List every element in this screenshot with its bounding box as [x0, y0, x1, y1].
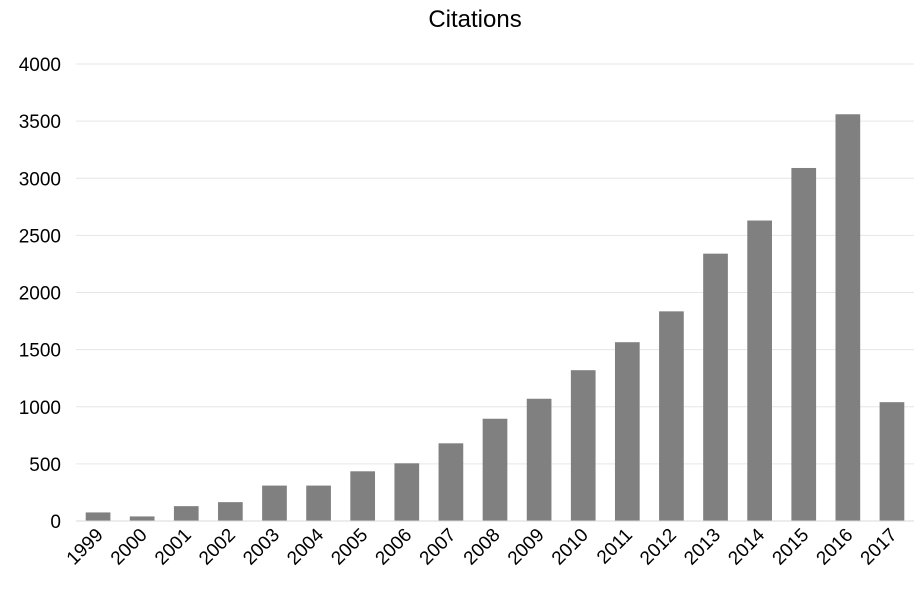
- bar: [614, 342, 640, 521]
- x-tick-label: 2015: [769, 525, 814, 570]
- y-tick-label: 2500: [19, 226, 61, 247]
- x-tick-label: 2007: [416, 525, 461, 570]
- x-axis-tick-labels: 1999 2000 2001 2002 2003 2004 2005 2006 2007 2008…: [63, 524, 902, 569]
- y-axis-tick-labels: 0 500 1000 1500 2000 2500 3000 3500 4000: [19, 55, 61, 533]
- y-tick-label: 1000: [19, 398, 61, 419]
- bar: [85, 512, 111, 521]
- x-tick-label: 2010: [548, 525, 593, 570]
- y-tick-label: 0: [50, 512, 61, 533]
- bar: [659, 311, 684, 521]
- bar: [879, 402, 905, 521]
- gridlines: [76, 63, 914, 465]
- y-tick-label: 1500: [19, 341, 61, 362]
- x-tick-label: 2000: [107, 525, 152, 570]
- x-tick-label: 2004: [283, 524, 328, 569]
- x-tick-label: 2001: [151, 525, 196, 570]
- bar: [306, 485, 331, 521]
- bar: [438, 443, 464, 521]
- bar: [703, 253, 728, 521]
- x-tick-label: 2012: [636, 525, 681, 570]
- bars: [85, 114, 905, 522]
- bar: [482, 418, 508, 521]
- bar: [570, 370, 596, 521]
- bar: [747, 220, 772, 521]
- x-tick-label: 2005: [327, 525, 372, 570]
- y-tick-label: 4000: [19, 55, 61, 76]
- y-tick-label: 500: [29, 455, 61, 476]
- bar: [262, 485, 287, 521]
- x-tick-label: 2013: [680, 525, 725, 570]
- x-tick-label: 1999: [63, 525, 108, 570]
- bar: [526, 398, 552, 521]
- x-tick-label: 2003: [239, 525, 284, 570]
- bar: [350, 471, 376, 521]
- x-tick-label: 2008: [460, 525, 505, 570]
- chart-title: Citations: [428, 6, 521, 33]
- x-tick-label: 2017: [857, 525, 902, 570]
- x-tick-label: 2002: [195, 525, 240, 570]
- x-tick-label: 2016: [813, 525, 858, 570]
- bar: [173, 506, 199, 521]
- y-tick-label: 2000: [19, 284, 61, 305]
- x-tick-label: 2014: [724, 524, 769, 569]
- bar: [394, 463, 420, 521]
- x-tick-label: 2009: [504, 525, 549, 570]
- x-tick-label: 2006: [372, 525, 417, 570]
- bar: [218, 502, 243, 521]
- bar: [129, 516, 155, 521]
- bar: [835, 114, 861, 522]
- y-tick-label: 3000: [19, 169, 61, 190]
- y-tick-label: 3500: [19, 112, 61, 133]
- x-tick-label: 2011: [593, 525, 637, 569]
- bar: [791, 167, 817, 521]
